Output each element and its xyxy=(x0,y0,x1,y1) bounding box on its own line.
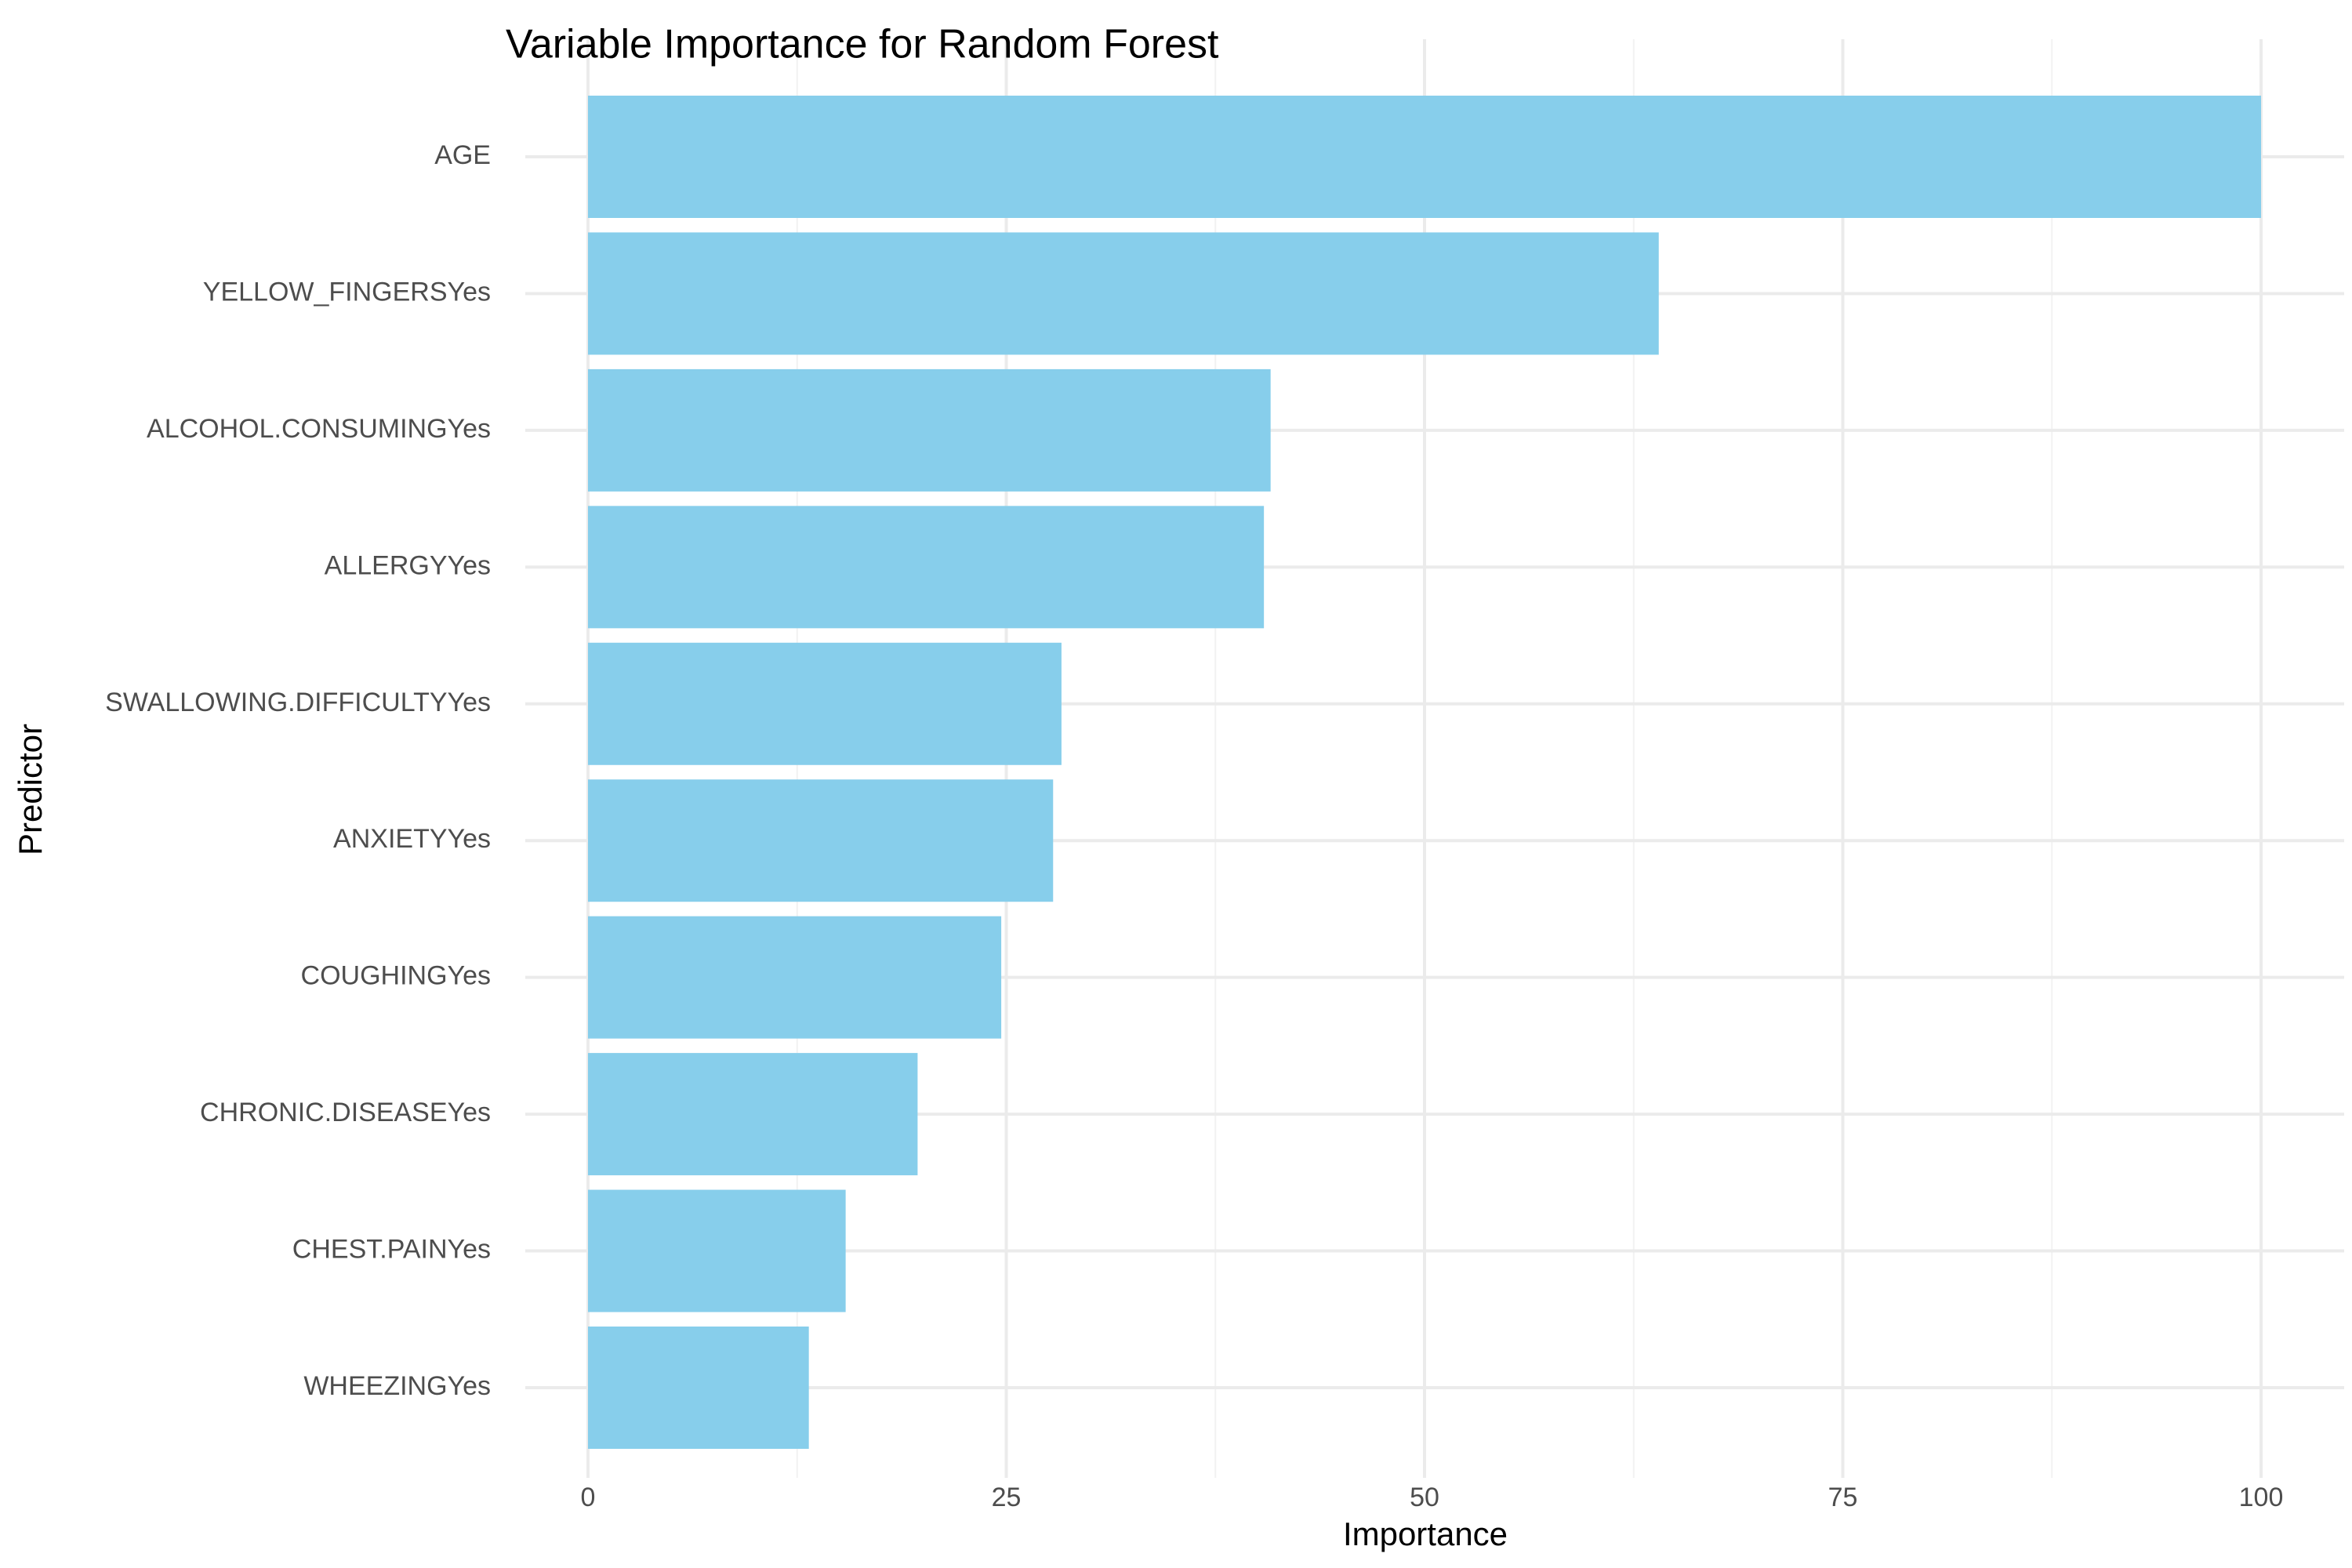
bar xyxy=(588,779,1054,902)
y-tick-label: CHEST.PAINYes xyxy=(292,1235,491,1265)
bar xyxy=(588,1189,846,1312)
y-tick-label: YELLOW_FINGERSYes xyxy=(203,277,491,307)
bar xyxy=(588,232,1659,355)
y-tick-label: SWALLOWING.DIFFICULTYYes xyxy=(105,688,491,717)
y-tick-label: ALLERGYYes xyxy=(325,550,491,580)
y-axis-ticks: AGE YELLOW_FINGERSYes ALCOHOL.CONSUMINGYes… xyxy=(105,140,491,1401)
bar xyxy=(588,1327,809,1449)
y-tick-label: AGE xyxy=(434,140,491,170)
bar xyxy=(588,96,2261,218)
y-tick-label: COUGHINGYes xyxy=(301,961,491,991)
x-axis-ticks: 0 25 50 75 100 xyxy=(581,1483,2284,1512)
x-tick-label: 50 xyxy=(1410,1483,1439,1512)
y-tick-label: ALCOHOL.CONSUMINGYes xyxy=(147,414,491,444)
y-axis-title: Predictor xyxy=(12,724,49,855)
x-tick-label: 25 xyxy=(992,1483,1022,1512)
bar xyxy=(588,642,1062,765)
x-tick-label: 100 xyxy=(2239,1483,2284,1512)
x-tick-label: 75 xyxy=(1828,1483,1858,1512)
bars xyxy=(588,96,2261,1449)
chart-title: Variable Importance for Random Forest xyxy=(506,22,1219,67)
bar xyxy=(588,1053,918,1176)
y-tick-label: WHEEZINGYes xyxy=(303,1371,491,1401)
y-tick-label: ANXIETYYes xyxy=(333,824,491,854)
bar xyxy=(588,506,1265,629)
x-tick-label: 0 xyxy=(581,1483,596,1512)
bar xyxy=(588,368,1271,492)
bar xyxy=(588,916,1002,1039)
y-tick-label: CHRONIC.DISEASEYes xyxy=(200,1098,491,1127)
x-axis-title: Importance xyxy=(1343,1515,1508,1552)
